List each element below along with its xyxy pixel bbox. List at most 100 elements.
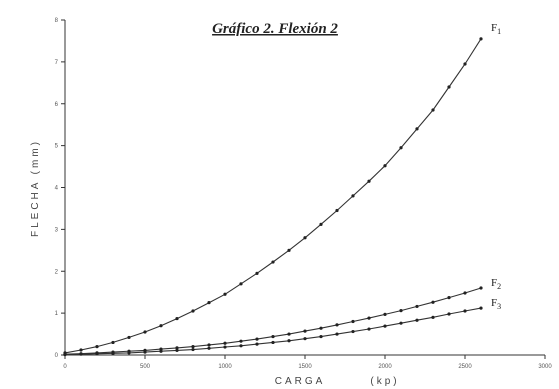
data-point-F3 <box>399 321 403 325</box>
data-point-F2 <box>207 343 211 347</box>
data-point-F3 <box>303 337 307 341</box>
series-label-F1: F1 <box>491 22 501 36</box>
data-point-F2 <box>239 339 243 343</box>
y-axis-label: FLECHA (mm) <box>30 139 41 237</box>
data-point-F1 <box>303 236 307 240</box>
data-point-F1 <box>287 248 291 252</box>
data-point-F3 <box>255 342 259 346</box>
data-point-F1 <box>383 164 387 168</box>
data-point-F3 <box>447 312 451 316</box>
series-label-subscript: 2 <box>497 282 501 291</box>
data-point-F1 <box>431 108 435 112</box>
x-axis-unit: (kp) <box>370 376 399 387</box>
x-tick-label: 2500 <box>458 364 472 370</box>
data-point-F1 <box>207 301 211 305</box>
axes <box>64 20 545 356</box>
x-axis-label-group: CARGA (kp) <box>275 376 399 387</box>
x-tick-label: 1500 <box>298 364 312 370</box>
data-point-F1 <box>95 345 99 349</box>
data-point-F3 <box>463 309 467 313</box>
data-point-F3 <box>143 350 147 354</box>
data-point-F1 <box>79 348 83 352</box>
data-point-F1 <box>255 271 259 275</box>
data-point-F2 <box>463 291 467 295</box>
x-tick-label: 500 <box>140 364 151 370</box>
data-point-F3 <box>95 352 99 356</box>
data-point-F2 <box>271 334 275 339</box>
data-point-F2 <box>287 332 291 336</box>
data-point-F1 <box>271 260 275 264</box>
y-tick-label: 7 <box>55 60 59 66</box>
y-tick-label: 5 <box>55 144 59 150</box>
data-point-F3 <box>271 340 275 345</box>
data-point-F3 <box>159 349 163 353</box>
y-tick-label: 8 <box>55 18 59 24</box>
y-tick-label: 0 <box>55 353 59 359</box>
y-tick-label: 1 <box>55 311 59 317</box>
data-point-F2 <box>319 326 323 330</box>
data-point-F3 <box>415 318 419 322</box>
data-point-F3 <box>79 352 83 356</box>
data-point-F3 <box>191 347 195 352</box>
data-point-F1 <box>447 85 451 89</box>
data-point-F3 <box>127 351 131 355</box>
data-point-F2 <box>335 323 339 327</box>
data-point-F3 <box>111 351 115 355</box>
series-label-F3: F3 <box>491 297 501 311</box>
data-point-F1 <box>191 309 195 313</box>
data-point-F1 <box>223 292 227 296</box>
y-tick-label: 2 <box>55 269 59 275</box>
data-point-F2 <box>367 316 371 320</box>
data-point-F2 <box>431 300 435 304</box>
data-point-F1 <box>239 282 243 286</box>
data-point-F1 <box>319 222 323 226</box>
series-label-subscript: 3 <box>497 302 501 311</box>
series-label-subscript: 1 <box>497 27 501 36</box>
x-axis-label: CARGA <box>275 376 326 387</box>
x-tick-label: 2000 <box>378 364 392 370</box>
data-point-F3 <box>367 327 371 331</box>
data-point-F1 <box>463 62 467 66</box>
data-point-F2 <box>447 296 451 300</box>
data-point-F3 <box>223 345 227 349</box>
data-point-F2 <box>351 319 355 324</box>
data-point-F1 <box>127 335 131 340</box>
data-point-F3 <box>335 332 339 336</box>
data-point-F3 <box>431 315 435 319</box>
series-labels: F1 F2 F3 <box>491 22 501 311</box>
data-point-F2 <box>223 341 227 345</box>
data-point-F1 <box>335 208 339 213</box>
x-tick-label: 1000 <box>218 364 232 370</box>
data-point-F3 <box>383 324 387 328</box>
data-point-F1 <box>351 194 355 198</box>
data-point-F3 <box>207 346 211 350</box>
data-point-F3 <box>319 334 323 339</box>
data-point-F3 <box>175 348 179 352</box>
data-point-F2 <box>175 346 179 350</box>
series-line-F2 <box>64 287 482 355</box>
y-tick-label: 3 <box>55 227 59 233</box>
data-point-F1 <box>111 340 115 345</box>
data-point-F3 <box>351 329 355 334</box>
data-point-F2 <box>415 304 419 309</box>
x-tick-label: 3000 <box>538 364 552 370</box>
data-point-F1 <box>367 179 371 183</box>
y-ticks: 0 1 2 3 4 5 6 7 8 <box>55 18 65 359</box>
data-point-F1 <box>399 146 403 150</box>
x-ticks: 0 500 1000 1500 2000 2500 3000 <box>63 355 552 370</box>
data-point-F1 <box>175 316 179 321</box>
data-point-F2 <box>191 345 195 349</box>
data-point-F2 <box>303 329 307 333</box>
series-layer <box>63 37 483 357</box>
data-point-F3 <box>287 339 291 343</box>
data-point-F3 <box>239 344 243 348</box>
data-point-F2 <box>255 337 259 341</box>
series-line-F3 <box>64 307 482 356</box>
y-tick-label: 4 <box>55 186 59 192</box>
data-point-F2 <box>383 312 387 316</box>
data-point-F1 <box>143 330 147 334</box>
data-point-F3 <box>63 352 67 357</box>
series-label-F2: F2 <box>491 277 501 291</box>
chart-title: Gráfico 2. Flexión 2 <box>212 21 338 37</box>
